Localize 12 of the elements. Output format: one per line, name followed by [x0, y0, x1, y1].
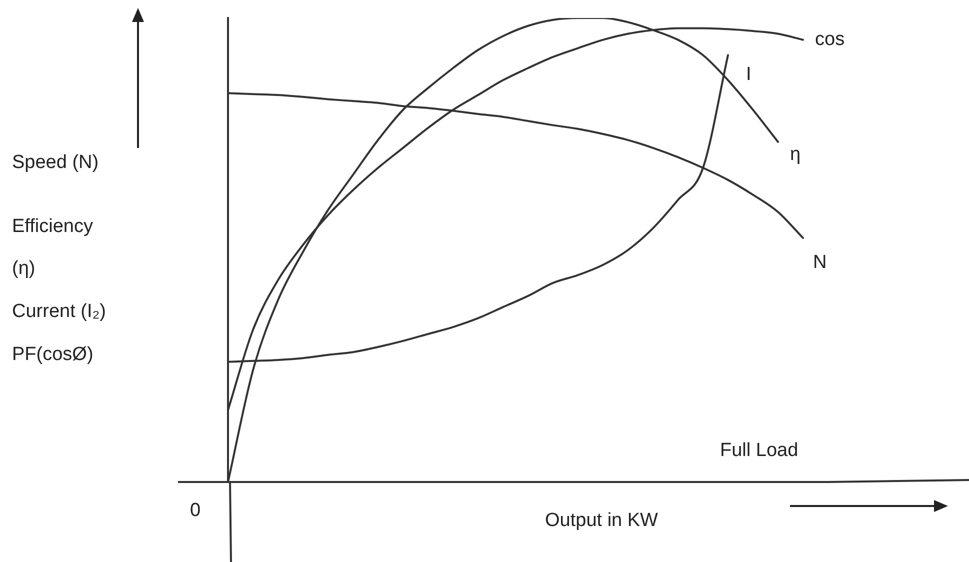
text: Speed (N) [12, 152, 99, 174]
text: Efficiency [12, 216, 93, 238]
series-label: I [746, 64, 752, 86]
text: 0 [190, 500, 201, 522]
text: Current (I₂) [12, 301, 106, 323]
x-axis-title: Output in KW [545, 510, 658, 532]
text: (η) [12, 258, 36, 280]
text: PF(cosØ) [12, 344, 94, 366]
series-label: cos [815, 28, 845, 50]
series-label: η [790, 144, 801, 165]
series-label: N [813, 252, 827, 273]
annotation: Full Load [720, 440, 798, 462]
